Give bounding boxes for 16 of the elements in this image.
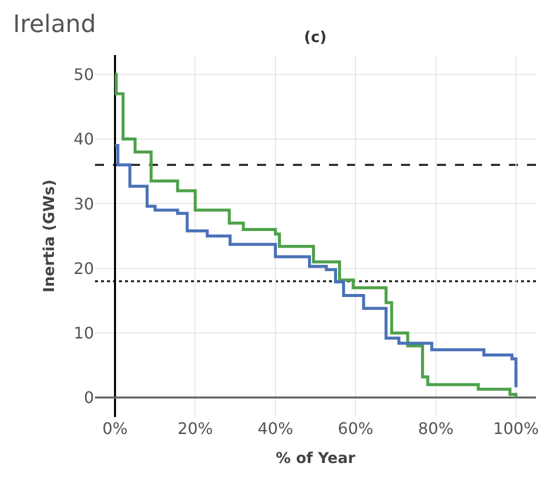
- x-tick-label: 100%: [493, 419, 539, 438]
- chart-subtitle: (c): [304, 28, 327, 46]
- y-tick-label: 30: [74, 194, 94, 214]
- x-tick-label: 40%: [258, 419, 294, 438]
- y-tick-label: 20: [74, 258, 94, 278]
- chart-title: Ireland: [13, 10, 96, 38]
- x-tick-label: 0%: [102, 419, 128, 438]
- y-tick-label: 50: [74, 64, 94, 84]
- x-tick-label: 80%: [418, 419, 454, 438]
- y-axis-title: Inertia (GWs): [40, 180, 58, 292]
- y-tick-label: 40: [74, 130, 94, 149]
- y-tick-label: 0: [84, 388, 94, 408]
- x-tick-label: 20%: [177, 419, 214, 438]
- y-tick-label: 10: [74, 324, 94, 343]
- x-axis-title: % of Year: [276, 449, 356, 467]
- x-tick-label: 60%: [338, 419, 374, 438]
